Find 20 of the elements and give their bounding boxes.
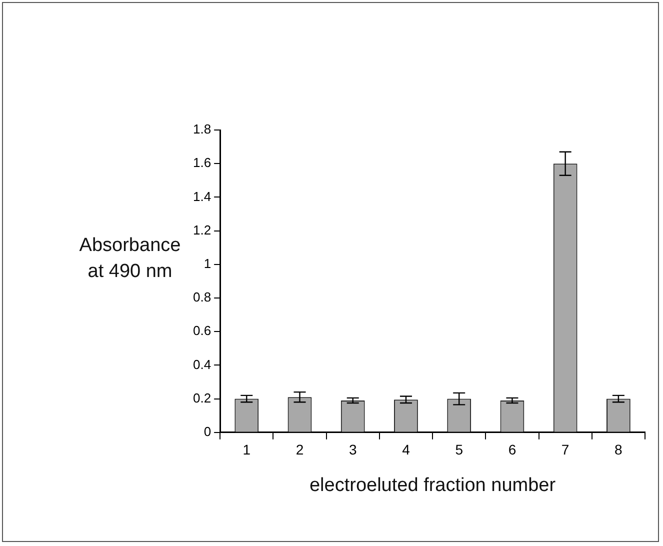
x-tick-label: 8: [614, 442, 623, 458]
x-tick-label: 4: [402, 442, 410, 458]
y-tick-label: 1.6: [192, 155, 212, 170]
y-tick-label: 1: [204, 256, 212, 271]
x-tick-label: 3: [348, 442, 357, 458]
x-tick-label: 2: [296, 442, 304, 458]
x-tick-label: 1: [242, 442, 251, 458]
y-tick-label: 1.8: [192, 122, 212, 137]
y-tick-label: 0.8: [192, 290, 212, 305]
y-tick-label: 0.2: [192, 390, 212, 406]
x-tick-label: 7: [561, 442, 570, 458]
y-tick-label: 1.4: [192, 188, 212, 204]
y-tick-label: 1.2: [192, 222, 212, 238]
x-tick-label: 5: [455, 442, 464, 458]
x-axis-title: electroeluted fraction number: [309, 474, 556, 496]
x-tick-label: 6: [508, 442, 516, 458]
y-tick-label: 0.4: [192, 356, 212, 372]
y-axis-title: Absorbance at 490 nm: [78, 234, 182, 284]
y-tick-label: 0.6: [192, 323, 212, 338]
y-tick-label: 0: [204, 424, 212, 439]
